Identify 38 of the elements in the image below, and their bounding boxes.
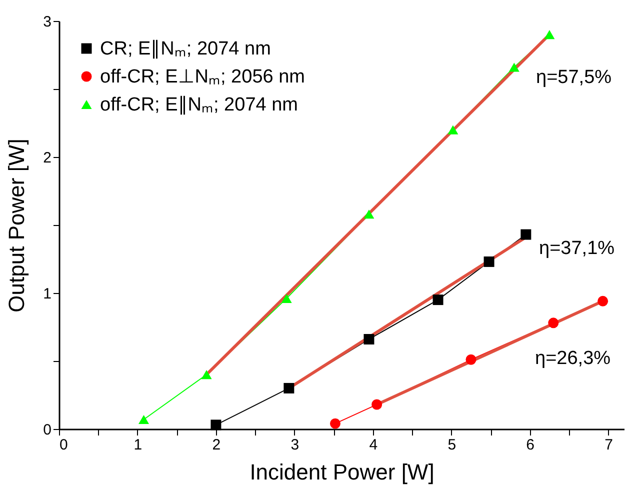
point (508, 62, 520, 72)
point (138, 414, 149, 424)
x-tick-label: 3 (290, 436, 300, 454)
point (432, 294, 444, 306)
legend-label: off-CR; E∥Nₘ; 2074 nm (100, 94, 298, 116)
point (284, 382, 294, 394)
point (466, 354, 476, 365)
x-tick-label: 0 (60, 436, 68, 454)
x-tick-label: 1 (134, 436, 142, 454)
annotation: η=57,5% (536, 67, 612, 88)
y-tick-label: 2 (43, 150, 52, 166)
point (372, 399, 382, 410)
point (520, 229, 532, 240)
point (548, 318, 559, 328)
point (210, 420, 222, 430)
x-tick-label: 6 (526, 436, 535, 454)
x-tick-label: 2 (212, 436, 221, 454)
point (364, 210, 374, 219)
y-tick-label: 0 (43, 422, 52, 438)
x-tick-label: 5 (448, 436, 456, 454)
y-tick-label: 1 (43, 286, 52, 302)
point (201, 370, 212, 380)
point (448, 125, 458, 134)
point (330, 418, 340, 429)
legend-label: off-CR; E⊥Nₘ; 2056 nm (100, 66, 306, 88)
legend-label: CR; E∥Nₘ; 2074 nm (100, 38, 271, 60)
annotation: η=37,1% (539, 238, 615, 259)
annotation: η=26,3% (535, 348, 611, 369)
point (598, 296, 608, 306)
point (544, 30, 555, 40)
x-tick-label: 4 (369, 436, 378, 454)
point (281, 294, 292, 303)
point (484, 256, 494, 267)
point (364, 334, 374, 344)
y-axis-title: Output Power [W] (4, 138, 30, 312)
x-axis-title: Incident Power [W] (250, 460, 434, 484)
y-tick-label: 3 (43, 14, 52, 30)
x-tick-label: 7 (604, 436, 613, 454)
